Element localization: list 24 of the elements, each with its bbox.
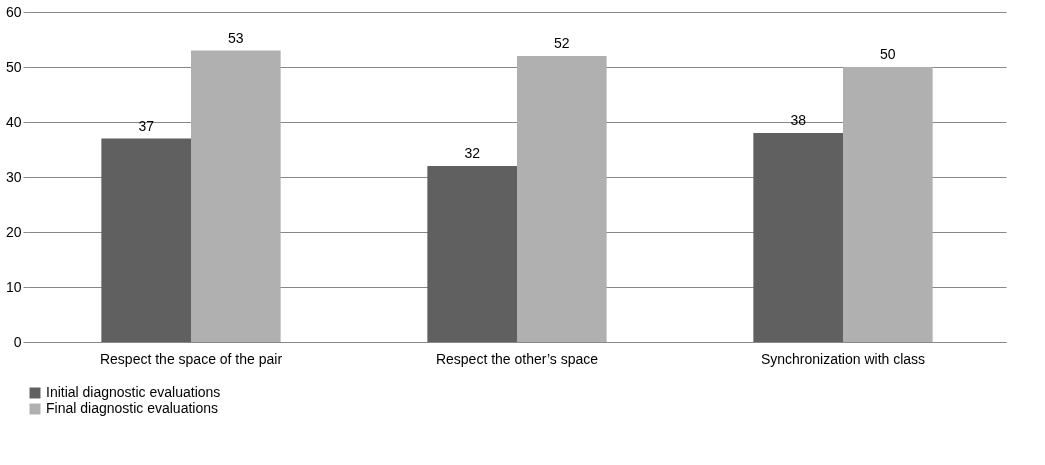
bar: [191, 50, 281, 342]
data-label: 52: [554, 35, 570, 51]
y-tick-label: 20: [5, 223, 22, 240]
bar: [101, 138, 191, 342]
data-label: 38: [790, 112, 807, 128]
y-tick-label: 30: [5, 168, 22, 185]
bar: [753, 133, 843, 342]
data-label: 32: [464, 145, 481, 161]
bar: [517, 56, 607, 342]
y-tick-label: 40: [5, 113, 22, 130]
y-tick-label: 0: [13, 333, 22, 350]
y-tick-label: 50: [5, 58, 22, 75]
data-label: 37: [138, 117, 155, 134]
bar: [843, 67, 933, 342]
x-tick-label: Respect the space of the pair: [99, 350, 283, 367]
legend-label: Initial diagnostic evaluations: [46, 384, 221, 400]
x-tick-label: Respect the other’s space: [435, 350, 599, 367]
y-tick-label: 60: [5, 3, 22, 20]
legend-label: Final diagnostic evaluations: [46, 400, 218, 416]
bar: [427, 166, 517, 342]
x-tick-label: Synchronization with class: [760, 350, 926, 367]
data-label: 50: [880, 46, 896, 62]
data-label: 53: [228, 29, 244, 46]
y-tick-label: 10: [5, 278, 22, 295]
